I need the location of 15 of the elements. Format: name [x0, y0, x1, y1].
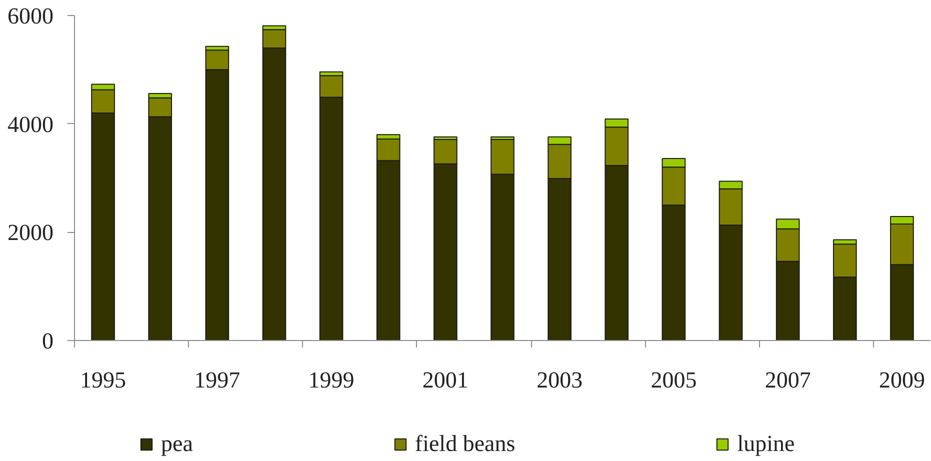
legend-label: field beans — [414, 431, 516, 457]
x-tick-label: 2003 — [536, 368, 583, 392]
y-tick-label: 6000 — [8, 4, 54, 28]
y-tick-label: 4000 — [8, 112, 54, 137]
x-tick-label: 2001 — [422, 368, 468, 392]
x-tick-label: 1999 — [308, 368, 354, 392]
legend-label: lupine — [737, 431, 795, 457]
x-tick-label: 2005 — [650, 368, 697, 392]
x-tick-label: 2007 — [764, 368, 811, 392]
y-tick-label: 2000 — [8, 220, 54, 246]
x-tick-label: 1995 — [80, 368, 126, 392]
y-tick-label: 0 — [42, 328, 54, 354]
x-tick-label: 1997 — [194, 368, 240, 392]
legend-label: pea — [161, 431, 193, 457]
x-tick-label: 2009 — [878, 368, 925, 392]
